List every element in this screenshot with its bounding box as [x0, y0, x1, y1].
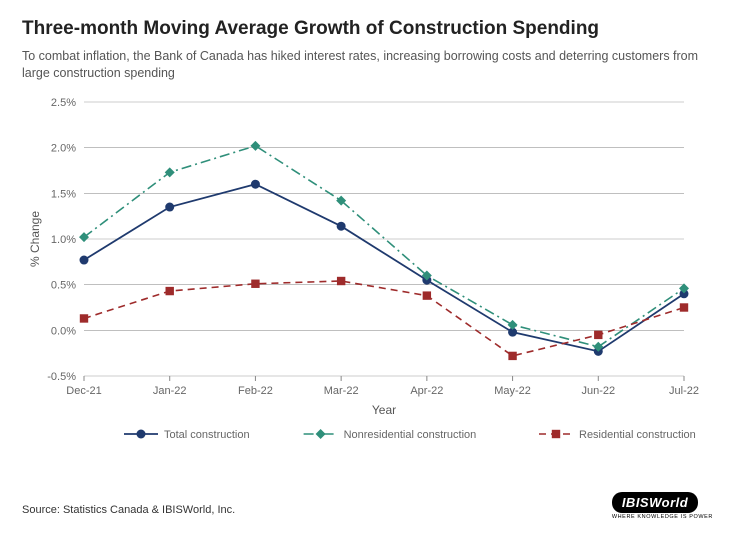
series-marker	[594, 330, 602, 338]
x-tick-label: Jul-22	[669, 385, 699, 397]
chart-plot-area: -0.5% 0.0% 0.5% 1.0% 1.5% 2.0% 2.5% Dec-21 Jan-2…	[22, 92, 702, 452]
series-marker	[251, 279, 259, 287]
brand-logo-text: IBISWorld	[612, 492, 698, 513]
legend-item: Total construction	[124, 429, 250, 441]
legend-item: Residential construction	[539, 429, 696, 441]
chart-subtitle: To combat inflation, the Bank of Canada …	[22, 48, 713, 82]
legend-item: Nonresidential construction	[304, 429, 477, 441]
x-tick-label: Mar-22	[324, 385, 359, 397]
y-tick-label: 0.0%	[51, 325, 76, 337]
legend-label: Nonresidential construction	[344, 429, 477, 441]
series-marker	[680, 303, 688, 311]
x-tick-label: May-22	[494, 385, 531, 397]
y-tick-label: 2.5%	[51, 97, 76, 109]
y-tick-label: 0.5%	[51, 279, 76, 291]
y-tick-label: 2.0%	[51, 142, 76, 154]
y-tick-label: -0.5%	[47, 371, 76, 383]
brand-logo-tagline: WHERE KNOWLEDGE IS POWER	[612, 514, 713, 520]
series-marker	[251, 179, 260, 188]
series-marker	[250, 141, 260, 151]
series-marker	[508, 351, 516, 359]
series-marker	[508, 320, 518, 330]
x-axis-title: Year	[372, 403, 396, 417]
source-text: Source: Statistics Canada & IBISWorld, I…	[22, 504, 235, 516]
brand-logo: IBISWorld WHERE KNOWLEDGE IS POWER	[612, 492, 713, 520]
series-marker	[337, 221, 346, 230]
x-tick-label: Dec-21	[66, 385, 101, 397]
series-marker	[165, 202, 174, 211]
chart-container: Three-month Moving Average Growth of Con…	[0, 0, 735, 534]
y-tick-label: 1.0%	[51, 234, 76, 246]
series-marker	[80, 314, 88, 322]
legend-label: Total construction	[164, 429, 250, 441]
series-line	[84, 184, 684, 351]
chart-svg: -0.5% 0.0% 0.5% 1.0% 1.5% 2.0% 2.5% Dec-21 Jan-2…	[22, 92, 702, 452]
series-line	[84, 281, 684, 356]
series-marker	[337, 277, 345, 285]
y-tick-label: 1.5%	[51, 188, 76, 200]
series-marker	[423, 291, 431, 299]
y-axis-title: % Change	[28, 210, 42, 266]
series-line	[84, 146, 684, 347]
x-tick-label: Jun-22	[581, 385, 615, 397]
legend-label: Residential construction	[579, 429, 696, 441]
chart-title: Three-month Moving Average Growth of Con…	[22, 18, 713, 40]
x-tick-label: Jan-22	[153, 385, 187, 397]
series-marker	[166, 287, 174, 295]
x-tick-label: Feb-22	[238, 385, 273, 397]
x-tick-label: Apr-22	[410, 385, 443, 397]
series-marker	[80, 255, 89, 264]
